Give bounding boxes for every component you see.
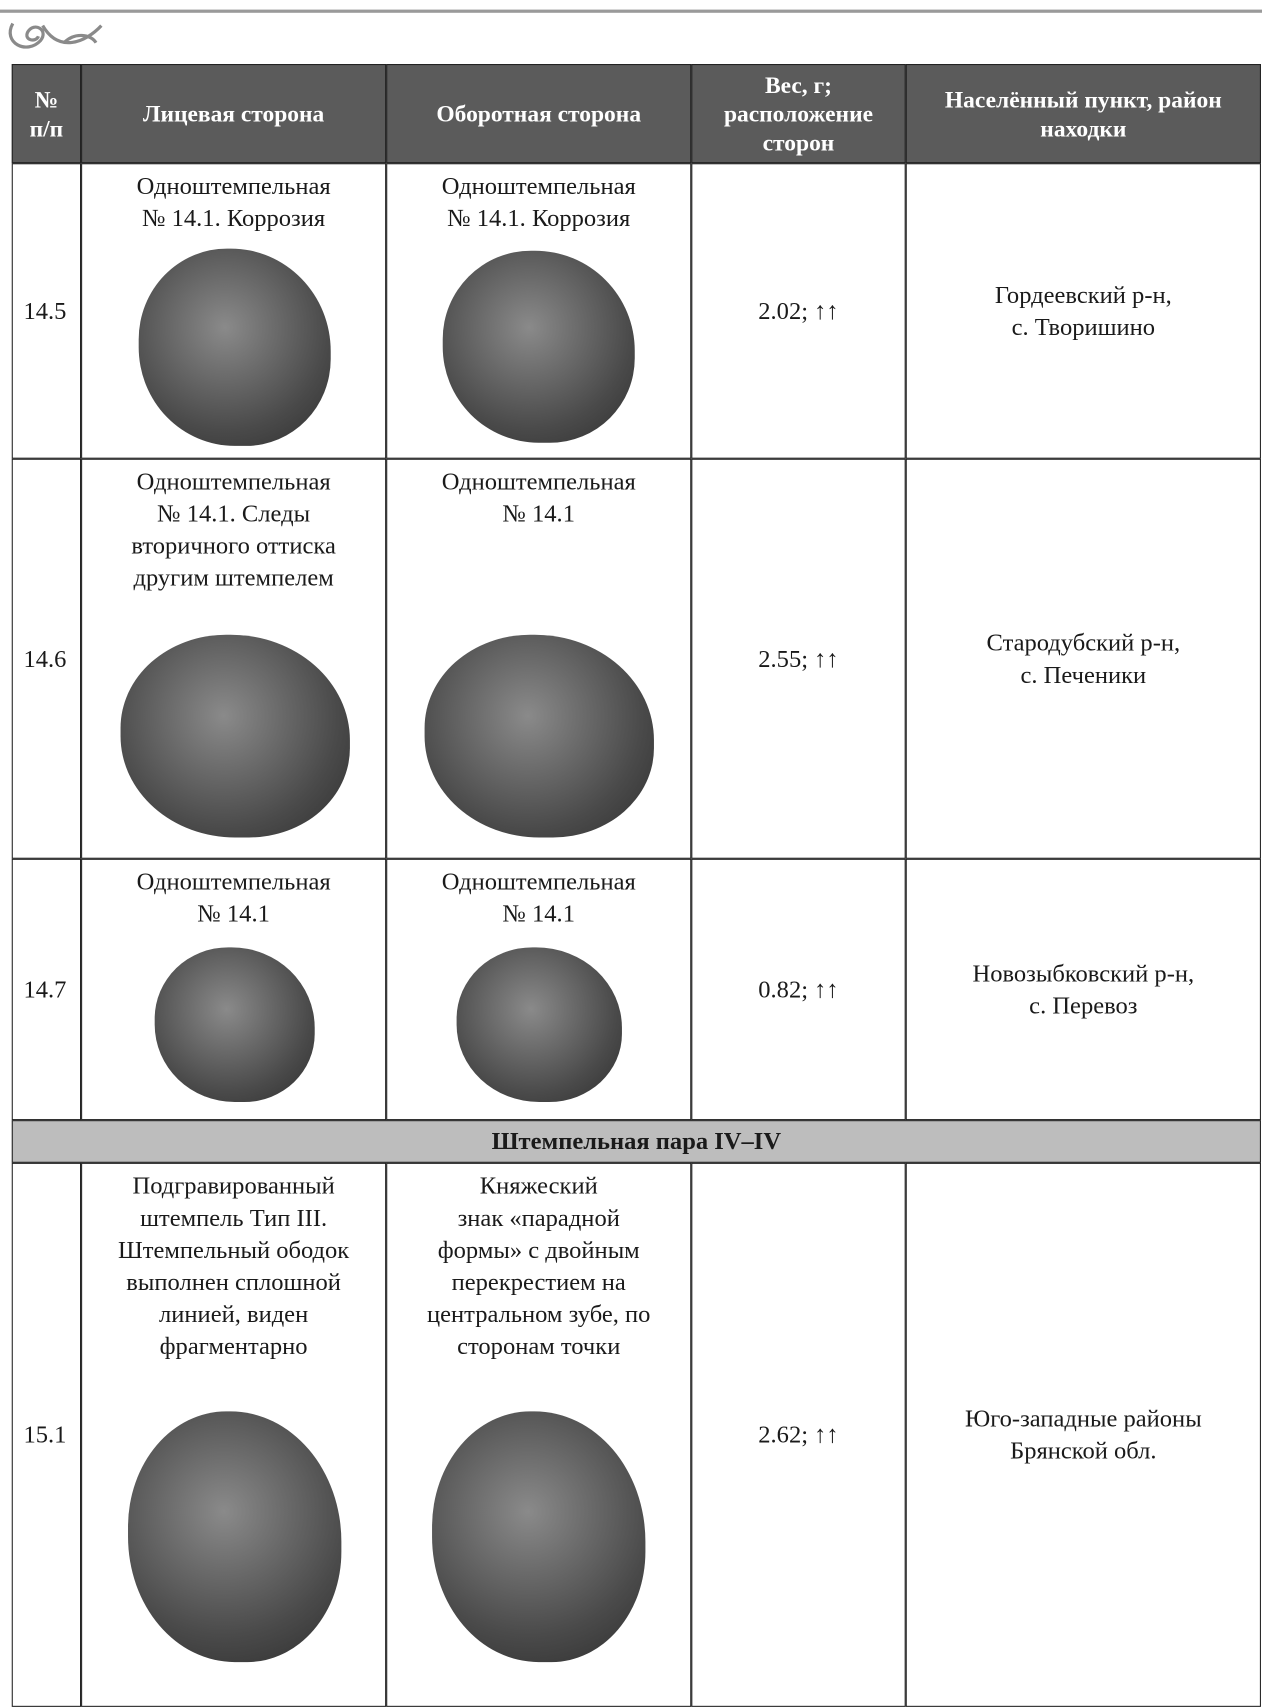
text-line: Одноштемпельная xyxy=(136,868,331,896)
header-cell: Оборотная сторона xyxy=(386,64,692,164)
text-line: перекрестием на xyxy=(451,1268,626,1296)
text-line: Оборотная сторона xyxy=(436,100,642,127)
text-line: Одноштемпельная xyxy=(441,468,636,495)
row-number-cell: 14.6 xyxy=(11,458,82,859)
location-cell: Гордеевский р-н, с. Творишино xyxy=(905,163,1261,459)
text-line: Одноштемпельная xyxy=(136,172,331,200)
obverse-cell: Одноштемпельная № 14.1. Коррозия xyxy=(81,163,387,459)
text-line: выполнен сплошной xyxy=(126,1268,341,1296)
obverse-cell: Подгравированный штемпель Тип III. Штемпел… xyxy=(81,1162,387,1707)
text-line: 2.62; ↑↑ xyxy=(758,1420,839,1448)
text-line: Брянской обл. xyxy=(1010,1436,1157,1464)
text-line: Юго-западные районы xyxy=(964,1404,1202,1432)
text-line: центральном зубе, по xyxy=(427,1300,651,1328)
obverse-photo xyxy=(138,248,331,446)
text-line: Одноштемпельная xyxy=(136,468,331,495)
text-line: линией, виден xyxy=(159,1300,309,1328)
text-line: № 14.1. Коррозия xyxy=(447,204,631,232)
text-line: с. Творишино xyxy=(1011,313,1156,340)
text-line: сторонам точки xyxy=(457,1332,621,1360)
obverse-cell: Одноштемпельная № 14.1. Следы вторичного о… xyxy=(81,458,387,859)
location-cell: Новозыбковский р-н, с. Перевоз xyxy=(905,858,1261,1121)
text-line: 14.6 xyxy=(23,644,67,672)
header-cell: Вес, г; расположение сторон xyxy=(691,64,906,164)
reverse-photo xyxy=(442,250,635,443)
obverse-photo xyxy=(120,634,350,838)
row-number-cell: 14.7 xyxy=(11,858,82,1121)
group-row: Штемпельная пара IV–IV xyxy=(11,1120,1261,1163)
text-line: Одноштемпельная xyxy=(441,868,636,896)
reverse-cell: Одноштемпельная № 14.1. Коррозия xyxy=(386,163,692,459)
text-line: сторон xyxy=(762,129,835,156)
text-line: Штемпельный ободок xyxy=(118,1236,350,1264)
text-line: знак «парадной xyxy=(457,1204,620,1232)
row-number-cell: 15.1 xyxy=(11,1162,82,1707)
text-line: Гордеевский р-н, xyxy=(994,281,1172,308)
text-line: вторичного оттиска xyxy=(131,532,336,560)
reverse-photo xyxy=(432,1410,646,1662)
header-cell: Лицевая сторона xyxy=(81,64,387,164)
text-line: с. Перевоз xyxy=(1029,991,1138,1019)
text-line: Населённый пункт, район xyxy=(944,85,1222,113)
text-line: 14.5 xyxy=(23,297,67,324)
text-line: Одноштемпельная xyxy=(441,172,636,200)
reverse-photo xyxy=(456,946,622,1102)
location-cell: Стародубский р-н, с. Печеники xyxy=(905,458,1261,859)
weight-cell: 0.82; ↑↑ xyxy=(691,858,906,1121)
weight-cell: 2.02; ↑↑ xyxy=(691,163,906,459)
text-line: 14.7 xyxy=(23,975,67,1003)
reverse-photo xyxy=(424,634,654,838)
row-number-cell: 14.5 xyxy=(11,163,82,459)
text-line: Подгравированный xyxy=(132,1172,335,1200)
text-line: Княжеский xyxy=(479,1172,598,1200)
text-line: 2.55; ↑↑ xyxy=(758,644,839,672)
text-line: № 14.1. Коррозия xyxy=(142,204,326,232)
reverse-cell: Одноштемпельная № 14.1 xyxy=(386,858,692,1121)
text-line: расположение xyxy=(723,100,874,127)
text-line: Новозыбковский р-н, xyxy=(972,959,1195,987)
text-line: 0.82; ↑↑ xyxy=(758,975,839,1003)
header-cell: Населённый пункт, район находки xyxy=(905,64,1261,164)
location-cell: Юго-западные районы Брянской обл. xyxy=(905,1162,1261,1707)
text-line: № 14.1 xyxy=(502,900,575,928)
text-line: № 14.1. Следы xyxy=(157,500,311,527)
text-line: Лицевая сторона xyxy=(142,100,325,127)
text-line: штемпель Тип III. xyxy=(140,1204,328,1232)
top-rule xyxy=(0,9,1262,13)
reverse-cell: Княжеский знак «парадной формы» с двойным п… xyxy=(386,1162,692,1707)
text-line: Стародубский р-н, xyxy=(986,628,1181,656)
text-line: Штемпельная пара IV–IV xyxy=(491,1127,782,1155)
weight-cell: 2.55; ↑↑ xyxy=(691,458,906,859)
obverse-cell: Одноштемпельная № 14.1 xyxy=(81,858,387,1121)
text-line: № xyxy=(34,85,59,113)
text-line: п/п xyxy=(29,114,64,142)
text-line: другим штемпелем xyxy=(133,564,334,592)
header-cell: № п/п xyxy=(11,64,82,164)
text-line: находки xyxy=(1040,114,1127,142)
text-line: формы» с двойным xyxy=(437,1236,640,1264)
ornament xyxy=(8,22,103,49)
text-line: с. Печеники xyxy=(1020,660,1147,688)
reverse-cell: Одноштемпельная № 14.1 xyxy=(386,458,692,859)
obverse-photo xyxy=(154,946,315,1102)
obverse-photo xyxy=(128,1410,342,1662)
text-line: № 14.1 xyxy=(197,900,270,928)
text-line: 15.1 xyxy=(23,1420,67,1448)
text-line: 2.02; ↑↑ xyxy=(758,297,839,324)
text-line: № 14.1 xyxy=(502,500,575,527)
text-line: фрагментарно xyxy=(159,1332,308,1360)
weight-cell: 2.62; ↑↑ xyxy=(691,1162,906,1707)
text-line: Вес, г; xyxy=(764,71,832,99)
